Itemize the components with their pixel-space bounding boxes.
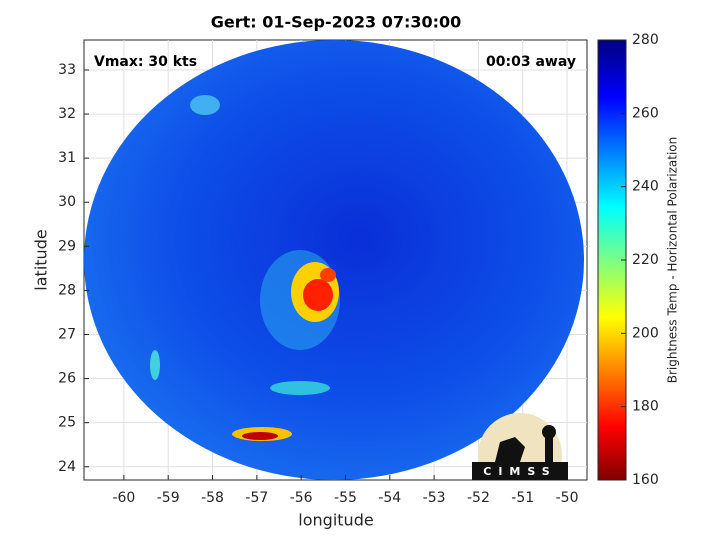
colorbar-tick-label: 200 (632, 325, 659, 341)
x-tick-label: -54 (378, 490, 401, 506)
annotation: Vmax: 30 kts (94, 54, 197, 70)
y-tick-label: 26 (58, 371, 76, 387)
x-tick-label: -55 (334, 490, 357, 506)
y-axis-label: latitude (32, 229, 51, 290)
colorbar-tick-label: 280 (632, 32, 659, 48)
colorbar-tick-label: 160 (632, 472, 659, 488)
colorbar-tick-label: 180 (632, 399, 659, 415)
x-tick-label: -50 (556, 490, 579, 506)
colorbar-label: Brightness Temp - Horizontal Polarizatio… (666, 137, 680, 384)
y-tick-label: 32 (58, 106, 76, 122)
x-tick-label: -56 (290, 490, 313, 506)
x-axis-label: longitude (298, 511, 373, 530)
logo: CIMSS (472, 413, 568, 480)
y-tick-label: 31 (58, 150, 76, 166)
y-tick-label: 29 (58, 238, 76, 254)
logo-text: CIMSS (483, 465, 556, 478)
y-tick-label: 24 (58, 459, 76, 475)
y-tick-label: 27 (58, 327, 76, 343)
y-tick-label: 25 (58, 415, 76, 431)
colorbar-tick-label: 240 (632, 179, 659, 195)
x-tick-label: -52 (467, 490, 490, 506)
x-tick-label: -60 (112, 490, 135, 506)
x-tick-label: -58 (201, 490, 224, 506)
annotation: 00:03 away (486, 54, 576, 70)
y-tick-label: 33 (58, 62, 76, 78)
x-tick-label: -59 (157, 490, 180, 506)
chart-title: Gert: 01-Sep-2023 07:30:00 (211, 13, 462, 32)
x-tick-label: -53 (423, 490, 446, 506)
y-tick-label: 30 (58, 194, 76, 210)
x-tick-label: -51 (511, 490, 534, 506)
y-tick-label: 28 (58, 282, 76, 298)
colorbar-tick-label: 260 (632, 105, 659, 121)
brightness-field (84, 40, 584, 480)
x-tick-label: -57 (245, 490, 268, 506)
colorbar-tick-label: 220 (632, 252, 659, 268)
